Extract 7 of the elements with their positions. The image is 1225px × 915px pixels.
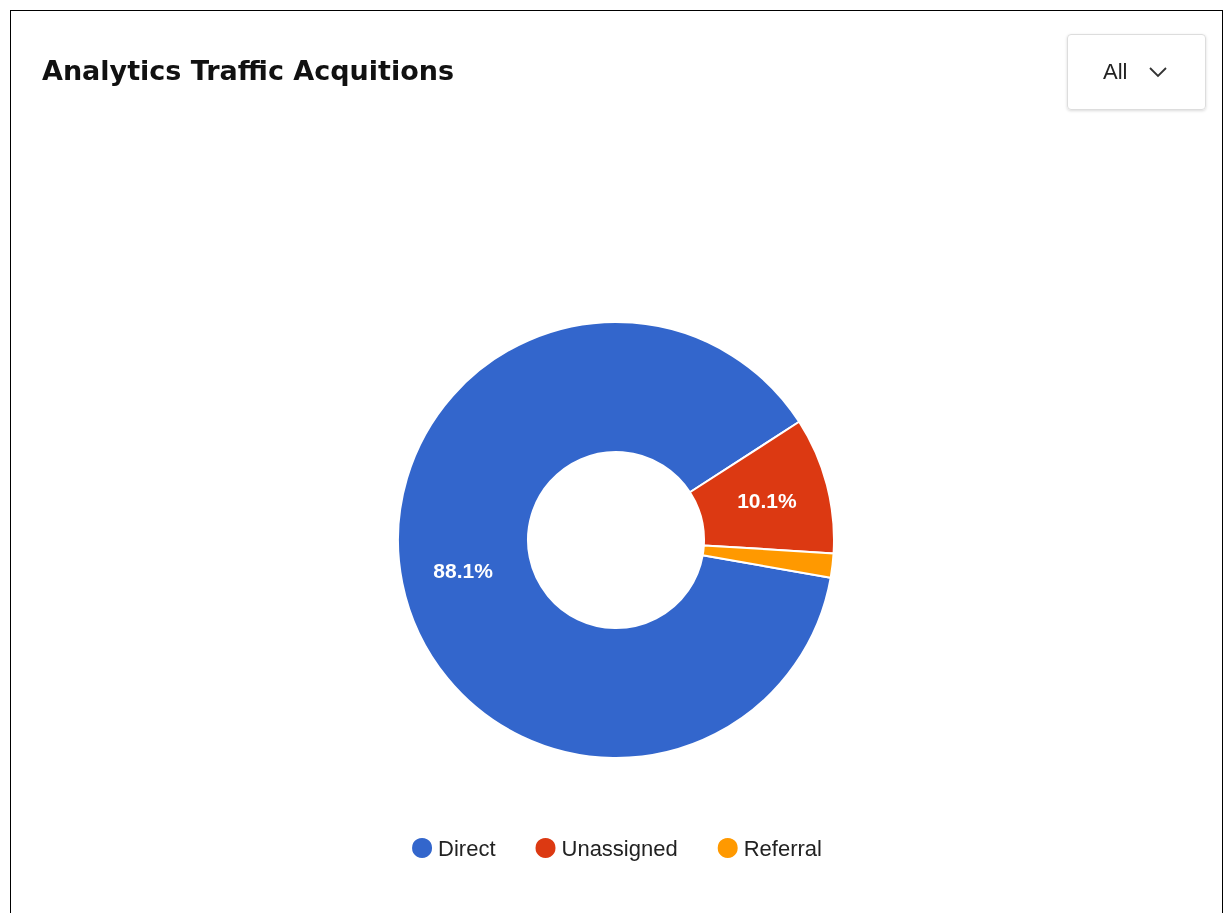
dropdown: All: [1067, 34, 1206, 110]
data-label: 10.1%: [737, 489, 798, 513]
legend-label: Unassigned: [561, 835, 678, 861]
data-label: 88.1%: [433, 559, 494, 583]
legend-label: Referral: [743, 835, 822, 861]
chart-title: Analytics Traffic Acquitions: [42, 55, 455, 86]
legend-label: Direct: [438, 835, 496, 861]
